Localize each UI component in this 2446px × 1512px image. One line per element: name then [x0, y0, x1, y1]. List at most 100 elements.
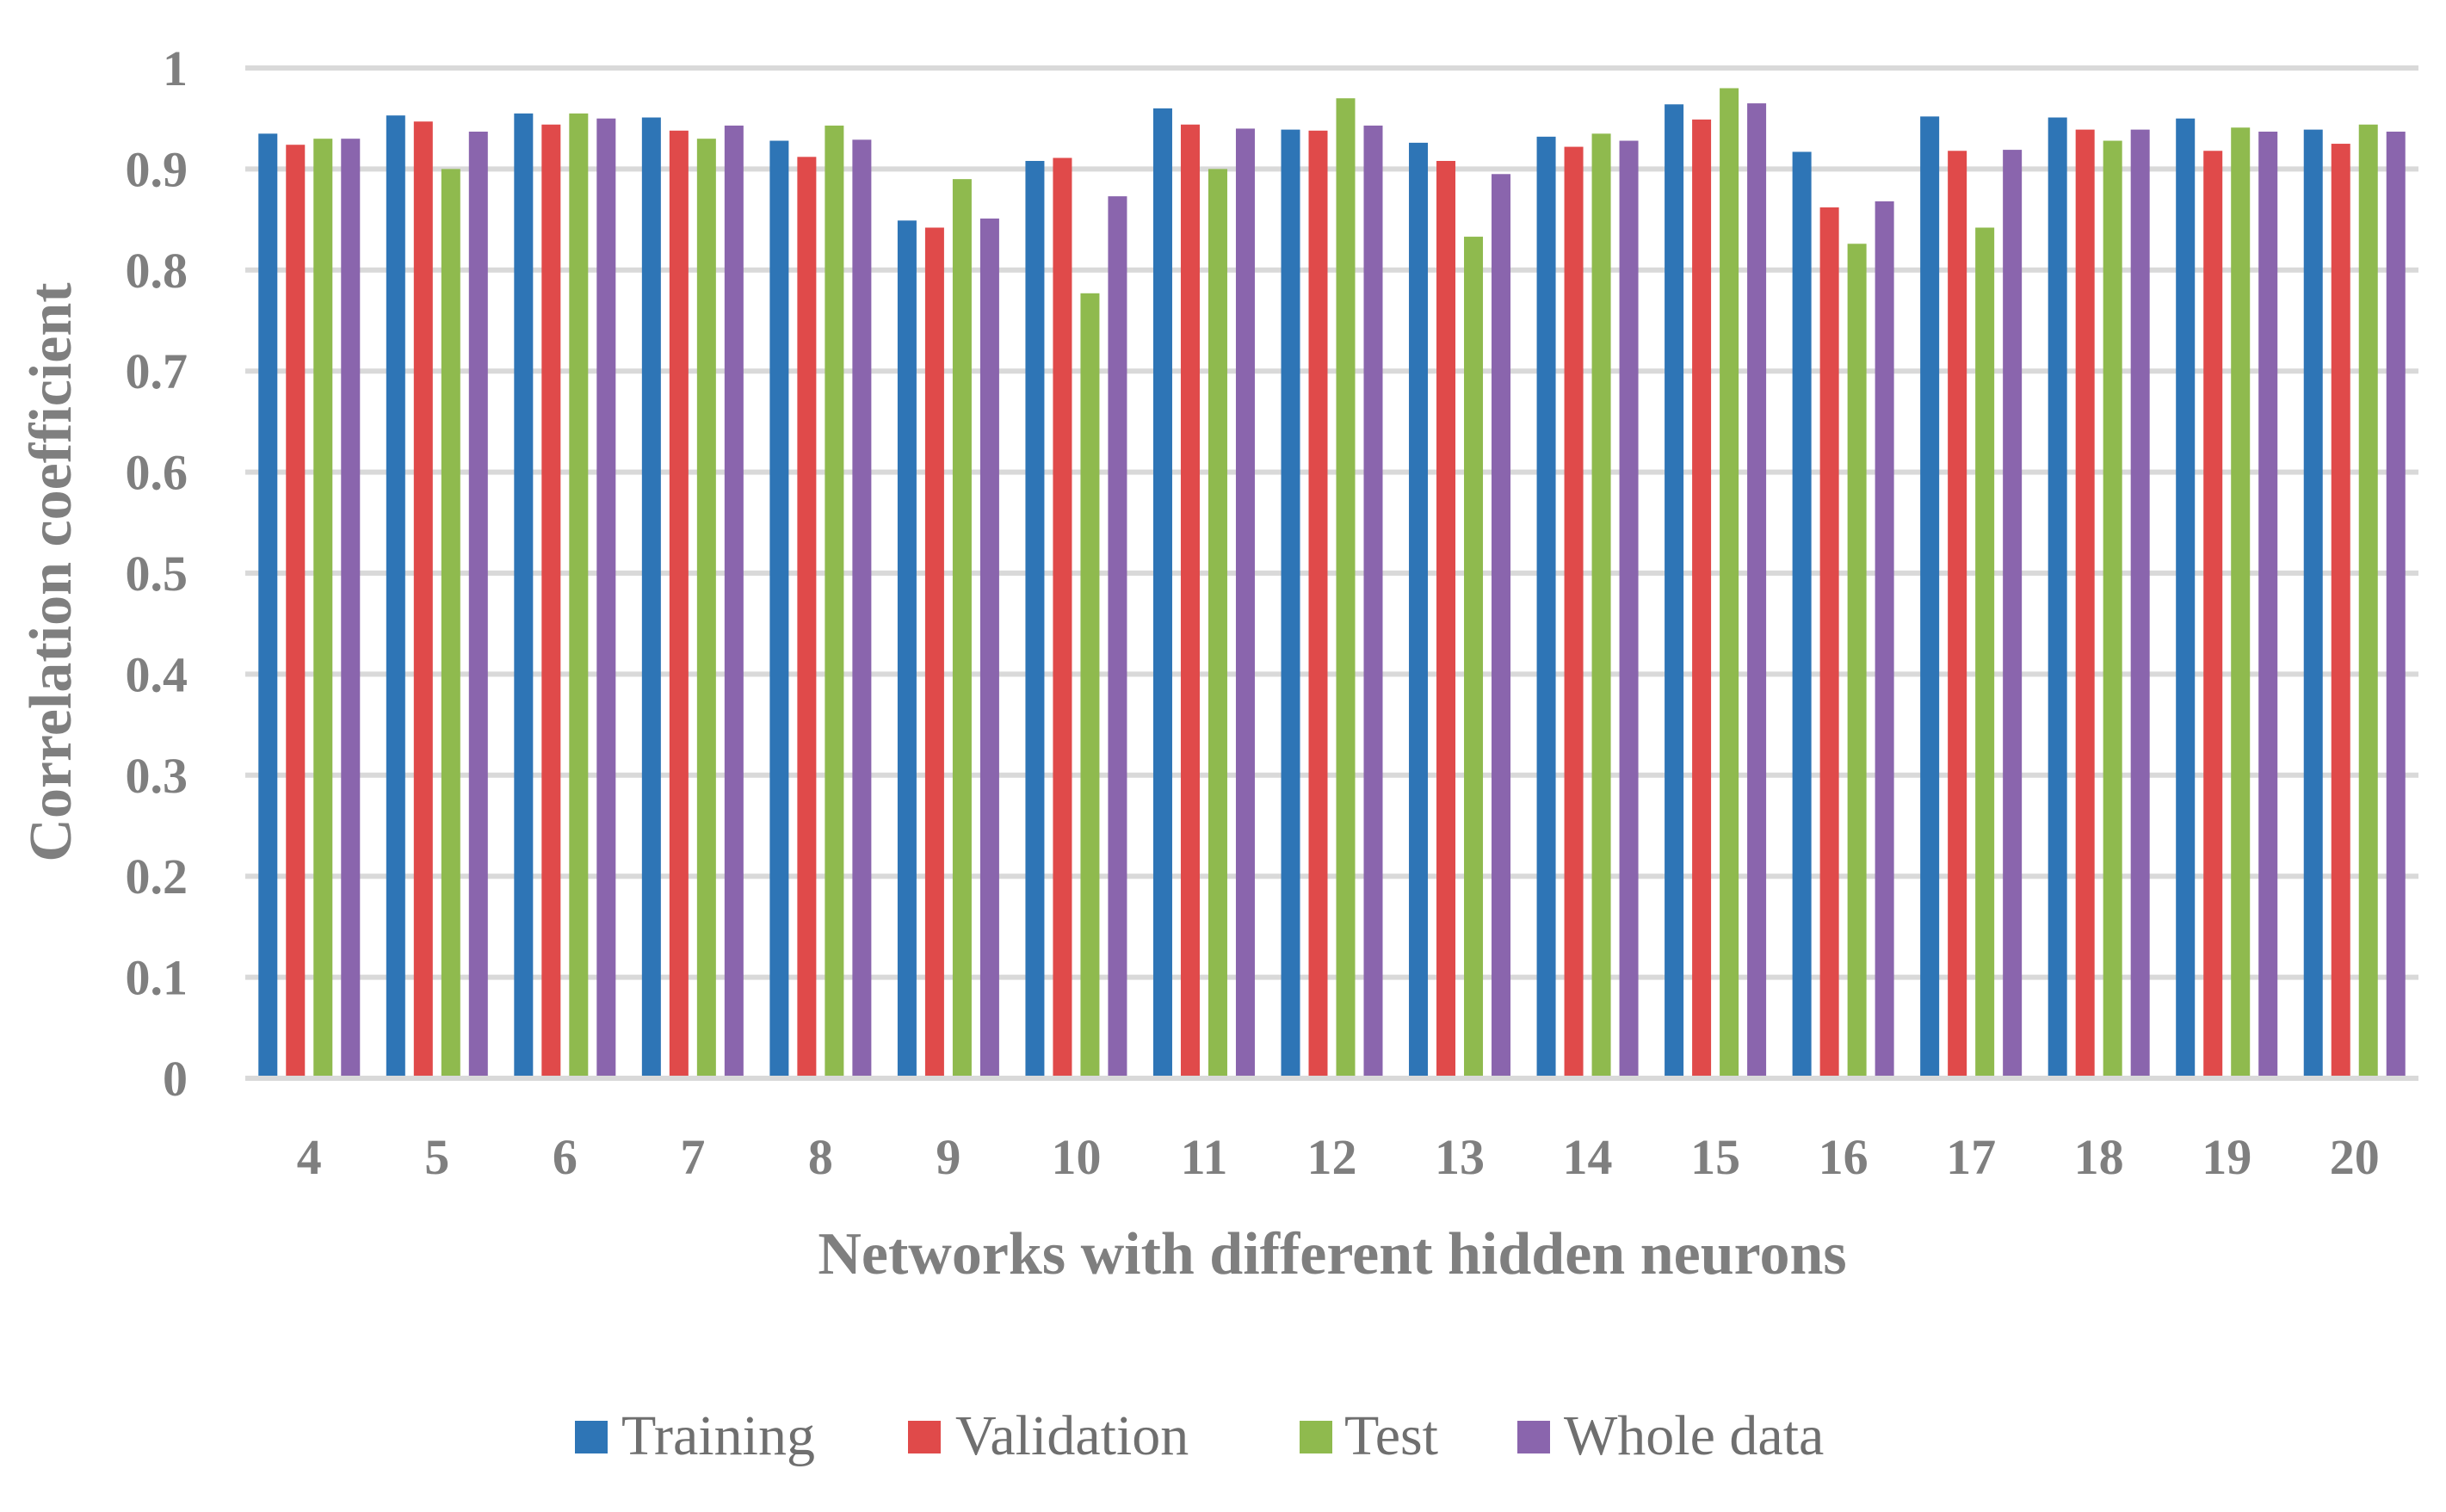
bar-test-20	[2358, 124, 2378, 1078]
y-tick-label: 0.8	[126, 243, 188, 299]
bars	[258, 88, 2406, 1079]
legend-label-test: Test	[1344, 1404, 1438, 1467]
bar-validation-8	[797, 157, 817, 1078]
x-tick-label: 6	[553, 1129, 578, 1185]
bar-validation-17	[1948, 151, 1967, 1078]
bar-training-18	[2048, 117, 2067, 1078]
x-tick-label: 5	[424, 1129, 449, 1185]
legend-label-validation: Validation	[955, 1404, 1189, 1467]
y-tick-label: 0.1	[126, 950, 188, 1006]
bar-whole-data-7	[724, 125, 744, 1079]
x-tick-label: 17	[1946, 1129, 1996, 1185]
legend-label-whole-data: Whole data	[1564, 1404, 1824, 1467]
bar-whole-data-14	[1619, 140, 1639, 1079]
bar-validation-13	[1436, 161, 1456, 1078]
bar-validation-15	[1692, 119, 1712, 1078]
bar-test-19	[2231, 127, 2251, 1079]
y-tick-label: 1	[163, 40, 188, 96]
bar-validation-20	[2331, 144, 2350, 1078]
bar-whole-data-18	[2130, 129, 2150, 1078]
bar-whole-data-10	[1108, 196, 1127, 1078]
y-tick-label: 0.4	[126, 646, 188, 702]
bar-test-12	[1336, 98, 1356, 1079]
bar-test-9	[952, 179, 972, 1078]
bar-whole-data-20	[2386, 131, 2406, 1078]
x-tick-label: 16	[1819, 1129, 1868, 1185]
bar-validation-14	[1564, 146, 1584, 1078]
bar-training-11	[1152, 108, 1172, 1079]
bar-validation-12	[1308, 130, 1328, 1079]
bar-whole-data-15	[1747, 103, 1767, 1079]
x-tick-label: 15	[1690, 1129, 1740, 1185]
legend-swatch-training	[575, 1421, 608, 1453]
bar-test-14	[1591, 133, 1611, 1078]
bar-test-18	[2103, 140, 2122, 1079]
x-axis-tick-labels: 4 5 6 7 8 9 10 11 12 13 14 15 16 17 18 19 20	[297, 1129, 2380, 1185]
bar-validation-18	[2075, 129, 2095, 1078]
x-tick-label: 4	[297, 1129, 322, 1185]
bar-training-4	[258, 133, 278, 1078]
x-tick-label: 10	[1051, 1129, 1101, 1185]
bar-test-10	[1080, 293, 1100, 1078]
bar-test-15	[1720, 88, 1739, 1079]
bar-test-11	[1208, 169, 1227, 1078]
bar-whole-data-17	[2003, 150, 2023, 1078]
bar-training-14	[1536, 136, 1556, 1078]
bar-whole-data-5	[468, 131, 488, 1078]
bar-whole-data-12	[1363, 125, 1383, 1079]
bar-test-17	[1975, 227, 1995, 1078]
y-axis-tick-labels: 0 0.1 0.2 0.3 0.4 0.5 0.6 0.7 0.8 0.9 1	[126, 40, 188, 1107]
bar-training-19	[2176, 118, 2196, 1079]
legend: Training Validation Test Whole data	[575, 1404, 1824, 1467]
bar-validation-7	[669, 130, 689, 1079]
bar-test-16	[1847, 244, 1867, 1078]
bar-validation-11	[1180, 124, 1200, 1078]
y-tick-label: 0	[163, 1051, 188, 1107]
bar-test-13	[1464, 237, 1484, 1079]
bar-whole-data-9	[979, 218, 999, 1078]
bar-training-16	[1792, 151, 1812, 1078]
bar-test-8	[825, 125, 844, 1079]
y-tick-label: 0.5	[126, 546, 188, 602]
bar-validation-16	[1819, 207, 1839, 1079]
bar-training-6	[514, 113, 534, 1079]
x-axis-title: Networks with different hidden neurons	[818, 1221, 1846, 1287]
x-tick-label: 19	[2202, 1129, 2251, 1185]
bar-validation-6	[541, 124, 561, 1078]
x-tick-label: 9	[936, 1129, 960, 1185]
x-tick-label: 18	[2074, 1129, 2124, 1185]
legend-swatch-test	[1300, 1421, 1332, 1453]
bar-whole-data-19	[2258, 131, 2278, 1078]
x-tick-label: 7	[680, 1129, 705, 1185]
x-tick-label: 8	[808, 1129, 833, 1185]
bar-whole-data-8	[852, 139, 872, 1078]
x-tick-label: 11	[1181, 1129, 1228, 1185]
bar-test-7	[696, 139, 716, 1079]
bar-training-10	[1025, 161, 1045, 1078]
x-tick-label: 13	[1435, 1129, 1485, 1185]
bar-whole-data-11	[1235, 128, 1255, 1079]
bar-validation-19	[2203, 151, 2223, 1078]
bar-whole-data-6	[596, 118, 616, 1079]
bar-validation-4	[286, 145, 306, 1078]
bar-training-5	[386, 115, 405, 1079]
x-tick-label: 12	[1307, 1129, 1357, 1185]
legend-swatch-whole-data	[1517, 1421, 1550, 1453]
bar-test-4	[313, 139, 333, 1079]
y-tick-label: 0.9	[126, 141, 188, 197]
bar-training-9	[897, 220, 917, 1078]
bar-training-7	[641, 117, 661, 1078]
x-tick-label: 20	[2330, 1129, 2380, 1185]
y-axis-title: Correlation coefficient	[18, 282, 84, 861]
legend-swatch-validation	[908, 1421, 941, 1453]
bar-whole-data-16	[1875, 201, 1894, 1078]
y-tick-label: 0.2	[126, 849, 188, 904]
bar-test-5	[441, 169, 460, 1078]
bar-training-12	[1281, 129, 1300, 1078]
legend-label-training: Training	[621, 1404, 815, 1467]
bar-validation-5	[413, 121, 433, 1078]
bar-training-13	[1409, 142, 1429, 1079]
bar-training-20	[2303, 129, 2323, 1078]
bar-whole-data-13	[1492, 174, 1511, 1078]
